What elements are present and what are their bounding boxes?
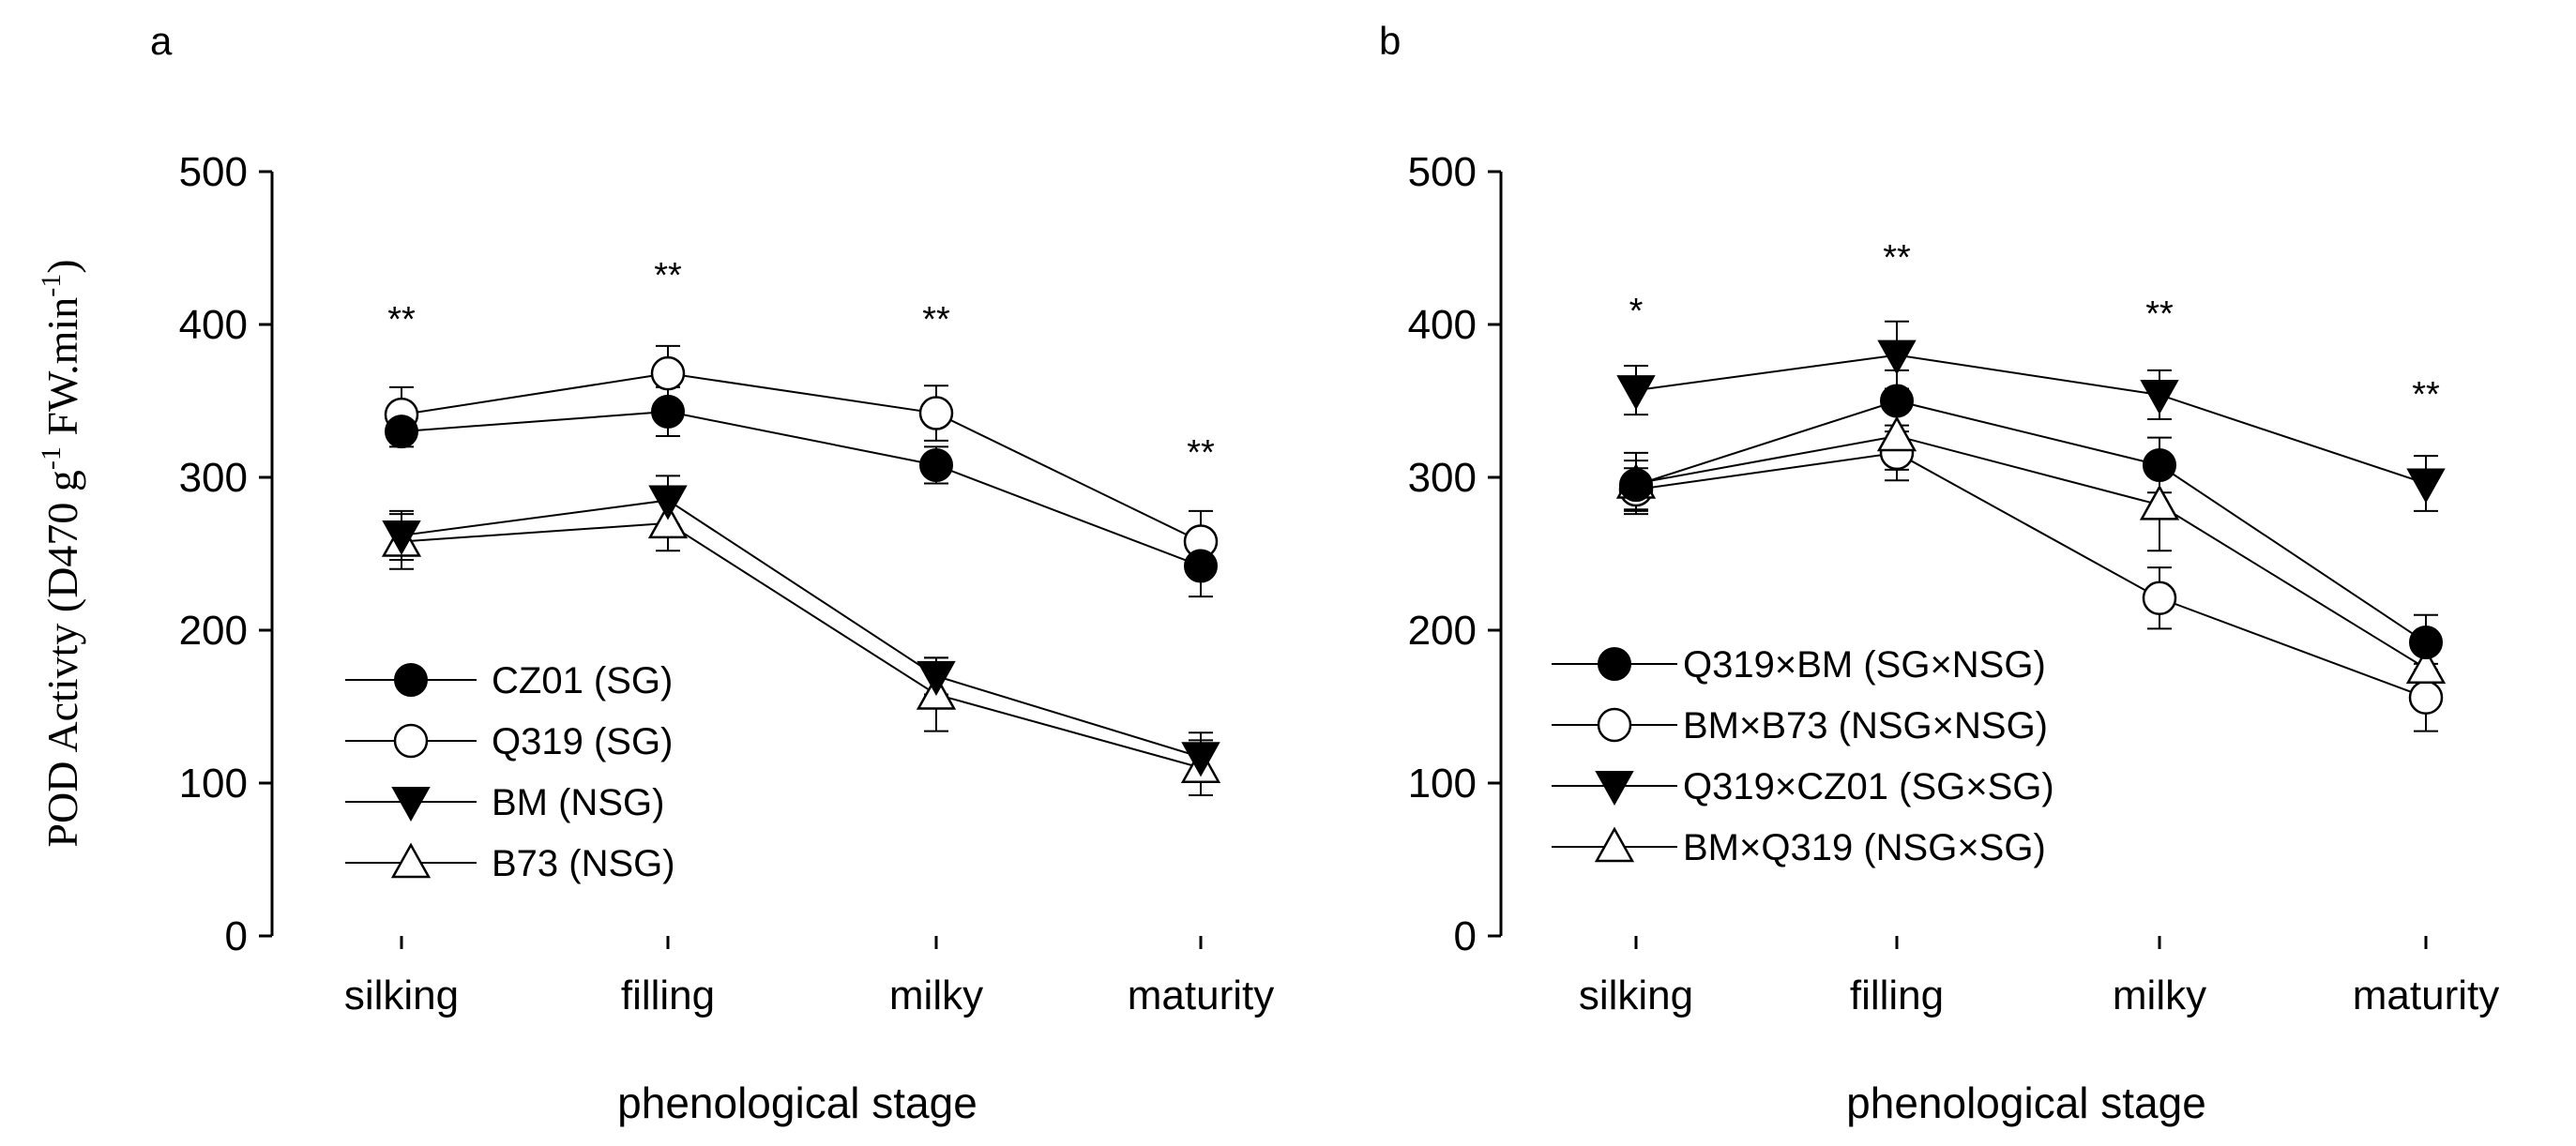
- legend-marker: [1597, 707, 1632, 743]
- legend-marker: [390, 842, 432, 879]
- data-point: [2409, 626, 2443, 660]
- data-point: [2143, 447, 2176, 482]
- series-line: [401, 410, 1202, 567]
- x-tick-label: milky: [889, 973, 983, 1018]
- data-point: [2408, 680, 2444, 715]
- significance-label: **: [922, 300, 950, 339]
- legend-label: BM×B73 (NSG×NSG): [1683, 705, 2048, 746]
- x-ticks: silking filling milky maturity: [344, 936, 1274, 1018]
- legend-label: Q319 (SG): [492, 721, 673, 762]
- significance-label: **: [2145, 294, 2174, 334]
- y-tick-label: 0: [1454, 913, 1477, 959]
- ylabel-base: POD Activty (D470 g: [38, 470, 86, 848]
- significance-label: **: [1187, 433, 1215, 473]
- series-line: [1635, 400, 2427, 643]
- significance-label: **: [2412, 375, 2440, 415]
- series-line: [401, 499, 1202, 759]
- y-axis-label: POD Activty (D470 g-1 FW.min-1): [36, 259, 86, 847]
- panel-a: a POD Activty (D470 g-1 FW.min-1) 010020…: [36, 19, 1274, 1127]
- y-tick-label: 100: [1408, 761, 1477, 807]
- legend-marker: [1598, 647, 1631, 681]
- y-tick-label: 100: [179, 761, 248, 807]
- data-point: [919, 447, 953, 482]
- series-group: [1615, 320, 2447, 732]
- series-line: [1635, 354, 2427, 485]
- data-point: [2140, 379, 2179, 415]
- data-point: [1880, 384, 1914, 418]
- x-tick-label: milky: [2113, 973, 2206, 1018]
- y-tick-label: 400: [1408, 302, 1477, 348]
- data-point: [382, 520, 421, 555]
- significance-marks: ** ** ** **: [387, 256, 1215, 473]
- x-tick-label: maturity: [1128, 973, 1274, 1018]
- y-tick-label: 0: [225, 913, 248, 959]
- y-tick-label: 400: [179, 302, 248, 348]
- data-point: [1181, 742, 1220, 777]
- data-point: [1616, 375, 1656, 411]
- ylabel-sup2: -1: [36, 274, 67, 297]
- ylabel-sup1: -1: [36, 446, 67, 470]
- data-point: [650, 355, 686, 391]
- x-axis-label: phenological stage: [617, 1078, 977, 1127]
- legend-marker: [394, 663, 428, 697]
- data-point: [385, 415, 418, 449]
- data-point: [1619, 468, 1653, 503]
- data-point: [648, 485, 688, 520]
- legend-label: B73 (NSG): [492, 843, 675, 884]
- significance-label: **: [1883, 238, 1911, 278]
- y-ticks: 0 100 200 300 400 500: [1408, 149, 1501, 959]
- series-group: [381, 344, 1221, 797]
- data-point: [918, 396, 954, 430]
- legend: Q319×BM (SG×NSG) BM×B73 (NSG×NSG) Q319×CZ0…: [1552, 644, 2054, 868]
- legend: CZ01 (SG) Q319 (SG) BM (NSG) B73 (NSG): [345, 660, 675, 884]
- y-tick-label: 200: [179, 608, 248, 654]
- x-tick-label: silking: [1579, 973, 1693, 1018]
- data-point: [2405, 648, 2447, 684]
- legend-label: BM (NSG): [492, 782, 664, 823]
- data-point: [2142, 581, 2177, 616]
- series-line: [401, 372, 1202, 543]
- legend-label: Q319×BM (SG×NSG): [1683, 644, 2046, 686]
- y-ticks: 0 100 200 300 400 500: [179, 149, 272, 959]
- data-point: [647, 503, 689, 539]
- legend-marker: [391, 787, 431, 822]
- panel-b: b 0 100 200 300 400 500 silking filling milky ma…: [1379, 19, 2499, 1127]
- significance-label: *: [1629, 292, 1644, 331]
- legend-marker: [1594, 826, 1635, 863]
- legend-label: CZ01 (SG): [492, 660, 673, 701]
- y-tick-label: 300: [179, 455, 248, 501]
- x-tick-label: maturity: [2353, 973, 2499, 1018]
- ylabel-mid: FW.min: [38, 297, 86, 446]
- significance-marks: *******: [1629, 238, 2440, 415]
- y-tick-label: 500: [1408, 149, 1477, 195]
- y-tick-label: 200: [1408, 608, 1477, 654]
- significance-label: **: [387, 300, 416, 339]
- legend-label: BM×Q319 (NSG×SG): [1683, 827, 2046, 868]
- ylabel-end: ): [38, 259, 86, 273]
- data-point: [2139, 484, 2180, 520]
- x-axis-label: phenological stage: [1846, 1078, 2206, 1127]
- series-line: [401, 521, 1202, 769]
- data-point: [1876, 415, 1917, 452]
- x-ticks: silking filling milky maturity: [1579, 936, 2499, 1018]
- data-point: [917, 660, 956, 696]
- series-line: [1635, 434, 2427, 670]
- legend-marker: [393, 723, 429, 759]
- legend-marker: [1595, 771, 1634, 807]
- legend-label: Q319×CZ01 (SG×SG): [1683, 766, 2054, 807]
- y-tick-label: 500: [179, 149, 248, 195]
- data-point: [1877, 339, 1917, 375]
- x-tick-label: filling: [1850, 973, 1944, 1018]
- data-point: [2406, 468, 2446, 504]
- x-tick-label: silking: [344, 973, 459, 1018]
- data-point: [1184, 549, 1218, 583]
- series-line: [1635, 451, 2427, 699]
- significance-label: **: [654, 256, 682, 295]
- panel-b-letter: b: [1379, 19, 1401, 63]
- data-point: [651, 394, 685, 429]
- y-tick-label: 300: [1408, 455, 1477, 501]
- panel-a-letter: a: [150, 19, 173, 63]
- x-tick-label: filling: [621, 973, 715, 1018]
